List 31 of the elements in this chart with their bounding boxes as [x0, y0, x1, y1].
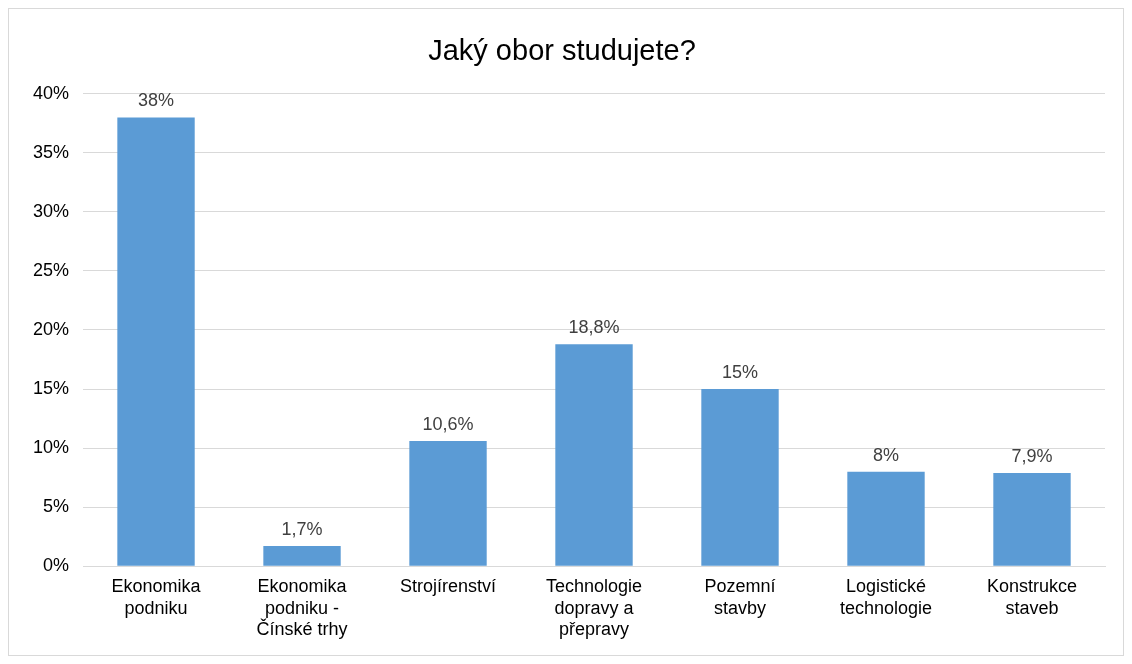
- y-tick-label: 5%: [43, 496, 70, 517]
- bar: [117, 117, 195, 566]
- y-tick-label: 20%: [33, 318, 70, 339]
- data-label: 1,7%: [281, 519, 323, 540]
- bar: [555, 344, 633, 566]
- x-tick-label: Logistické technologie: [839, 575, 933, 618]
- y-tick-label: 40%: [33, 82, 70, 103]
- y-tick-label: 10%: [33, 437, 70, 458]
- bar: [701, 389, 779, 566]
- data-label: 15%: [721, 362, 759, 383]
- x-tick-label: Technologie dopravy a přepravy: [545, 575, 643, 640]
- y-tick-label: 35%: [33, 141, 70, 162]
- x-tick-label: Strojírenství: [400, 575, 497, 596]
- x-tick-label: Ekonomika podniku - Čínské trhy: [256, 575, 348, 640]
- y-tick-label: 30%: [33, 200, 70, 221]
- x-tick-label: Pozemní stavby: [704, 575, 776, 618]
- data-label: 38%: [138, 90, 175, 111]
- bar: [263, 546, 341, 566]
- x-tick-label: Konstrukce staveb: [986, 575, 1078, 618]
- bar: [847, 471, 925, 566]
- chart-title: Jaký obor studujete?: [428, 34, 696, 67]
- data-label: 10,6%: [422, 413, 474, 434]
- bar: [993, 472, 1071, 566]
- x-tick-label: Ekonomika podniku: [111, 575, 202, 618]
- y-tick-label: 25%: [33, 259, 70, 280]
- data-label: 7,9%: [1011, 445, 1053, 466]
- data-label: 8%: [873, 444, 900, 465]
- bar: [409, 441, 487, 566]
- data-label: 18,8%: [568, 317, 620, 338]
- y-tick-label: 15%: [33, 378, 70, 399]
- y-tick-label: 0%: [43, 555, 70, 576]
